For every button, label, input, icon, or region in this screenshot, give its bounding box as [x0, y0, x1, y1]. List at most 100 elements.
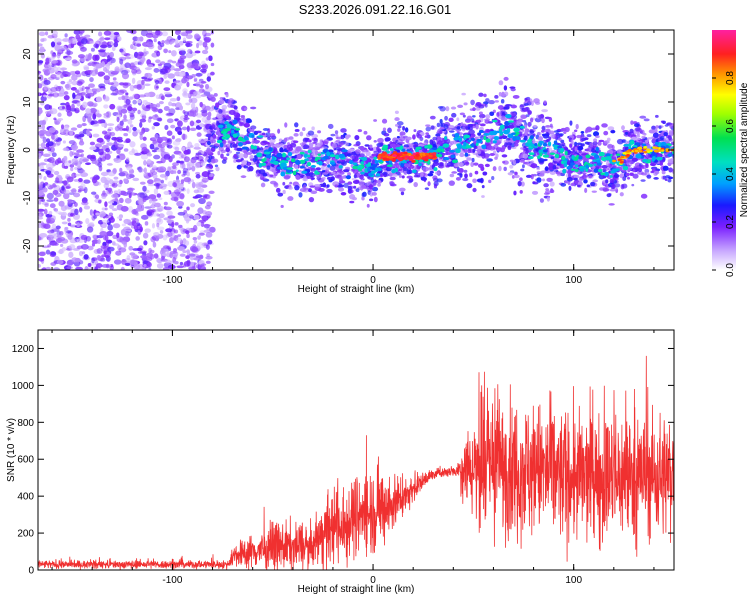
signal-blob: [630, 120, 634, 125]
noise-blob: [195, 72, 203, 77]
signal-blob: [354, 134, 360, 141]
noise-blob: [80, 46, 87, 52]
ridge-blob: [382, 144, 389, 149]
signal-blob: [569, 143, 573, 148]
signal-blob: [607, 143, 614, 149]
signal-blob: [354, 149, 361, 155]
ridge-blob: [237, 136, 244, 142]
noise-blob: [38, 223, 42, 229]
signal-blob: [205, 148, 212, 153]
ridge-blob: [436, 148, 442, 153]
noise-blob: [184, 240, 190, 246]
noise-blob: [177, 211, 186, 216]
noise-blob: [174, 260, 179, 265]
ridge-blob: [352, 162, 358, 166]
signal-blob: [504, 142, 508, 148]
signal-blob: [427, 173, 434, 177]
ridge-blob: [622, 165, 629, 171]
signal-blob: [479, 123, 486, 127]
noise-blob: [169, 252, 174, 259]
noise-blob: [51, 30, 58, 37]
ridge-blob: [584, 161, 588, 165]
peak-blob: [612, 159, 617, 163]
signal-blob: [493, 144, 499, 150]
signal-blob: [308, 142, 314, 148]
signal-blob: [427, 167, 432, 171]
signal-blob: [361, 196, 365, 201]
signal-blob: [267, 137, 271, 140]
noise-blob: [83, 186, 88, 194]
signal-blob: [506, 142, 513, 146]
noise-blob: [176, 160, 181, 164]
signal-blob: [568, 185, 572, 191]
noise-blob: [174, 38, 179, 45]
noise-blob: [96, 254, 101, 261]
signal-blob: [517, 180, 522, 187]
signal-blob: [643, 118, 650, 122]
signal-blob: [236, 120, 241, 124]
signal-blob: [210, 96, 216, 102]
ridge-blob: [326, 151, 331, 157]
signal-blob: [481, 184, 485, 189]
signal-blob: [277, 128, 281, 134]
noise-blob: [123, 178, 128, 183]
noise-blob: [181, 126, 188, 131]
ridge-blob: [219, 128, 224, 131]
signal-blob: [668, 167, 673, 173]
signal-blob: [625, 172, 630, 177]
signal-blob: [512, 159, 517, 165]
ridge-blob: [265, 154, 272, 159]
noise-blob: [83, 179, 91, 184]
noise-blob: [131, 148, 135, 154]
noise-blob: [53, 170, 60, 176]
signal-blob: [263, 147, 270, 150]
noise-blob: [38, 257, 45, 262]
noise-blob: [48, 227, 55, 231]
noise-blob: [77, 39, 82, 42]
noise-blob: [92, 123, 100, 127]
ridge-blob: [475, 142, 479, 147]
signal-blob: [461, 92, 466, 96]
signal-blob: [448, 125, 455, 129]
signal-blob: [392, 173, 398, 177]
ridge-blob: [223, 131, 227, 137]
signal-blob: [472, 187, 477, 193]
noise-blob: [179, 105, 184, 111]
noise-blob: [169, 236, 174, 244]
signal-blob: [208, 173, 214, 178]
noise-blob: [144, 256, 150, 262]
ridge-blob: [467, 139, 472, 143]
signal-blob: [512, 94, 520, 99]
noise-blob: [189, 145, 194, 148]
signal-blob: [548, 166, 554, 171]
signal-blob: [466, 183, 473, 189]
noise-blob: [101, 130, 108, 135]
ridge-blob: [463, 134, 470, 139]
ridge-blob: [352, 165, 358, 170]
noise-blob: [99, 230, 108, 237]
noise-blob: [151, 125, 156, 130]
noise-blob: [146, 59, 152, 66]
signal-blob: [501, 111, 508, 116]
noise-blob: [113, 158, 122, 163]
noise-blob: [117, 96, 123, 101]
noise-blob: [179, 261, 184, 266]
noise-blob: [43, 77, 48, 82]
signal-blob: [648, 129, 656, 134]
noise-blob: [208, 190, 215, 195]
noise-blob: [148, 266, 152, 270]
noise-blob: [70, 86, 77, 91]
noise-blob: [103, 113, 108, 116]
signal-blob: [520, 114, 527, 120]
ridge-blob: [562, 168, 567, 174]
signal-blob: [477, 145, 481, 151]
signal-blob: [567, 170, 571, 174]
noise-blob: [175, 237, 183, 244]
signal-blob: [308, 166, 312, 170]
noise-blob: [104, 201, 108, 208]
signal-blob: [662, 165, 669, 171]
noise-blob: [162, 266, 170, 270]
noise-blob: [200, 94, 207, 97]
ridge-blob: [538, 149, 545, 155]
peak-blob: [408, 157, 413, 161]
